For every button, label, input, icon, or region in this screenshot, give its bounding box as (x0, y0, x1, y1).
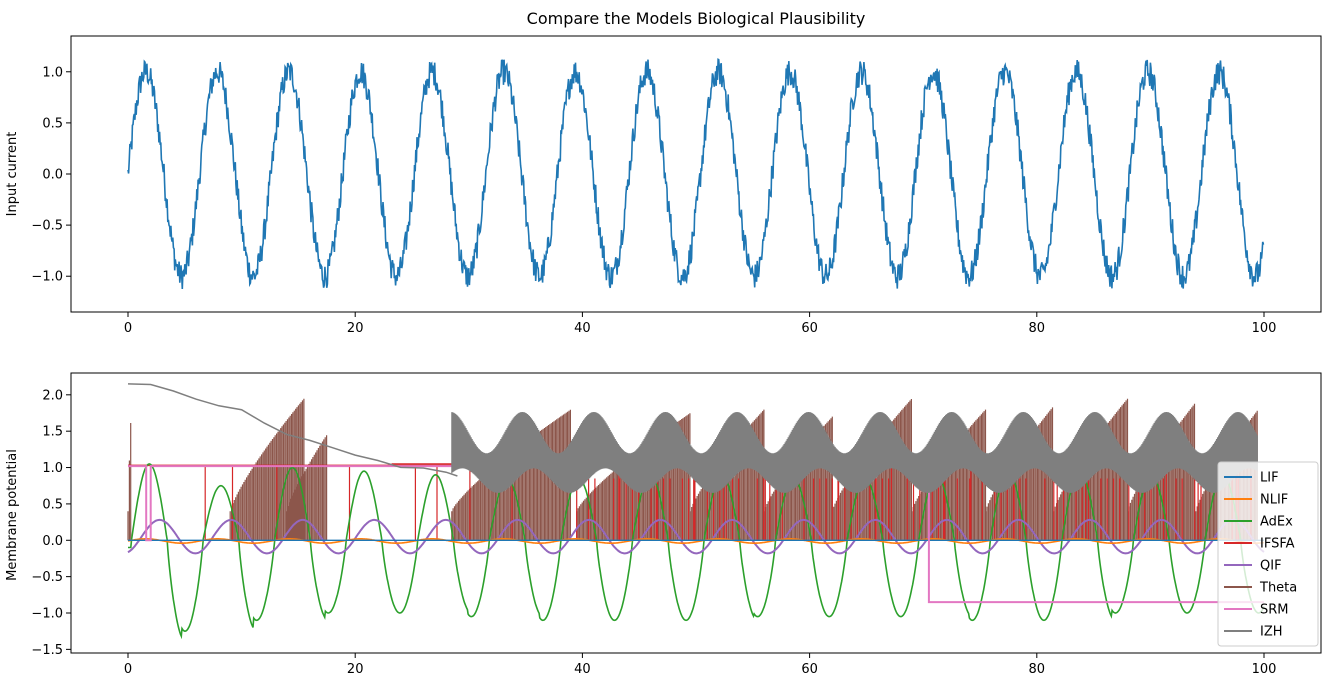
legend-label: Theta (1259, 581, 1297, 596)
bottom-x-tick-label: 20 (347, 662, 364, 677)
top-y-tick-label: −0.5 (31, 219, 63, 234)
legend-label: QIF (1260, 559, 1282, 574)
top-x-tick-label: 0 (124, 321, 132, 336)
top-x-tick-label: 40 (574, 321, 591, 336)
bottom-x-tick-label: 60 (801, 662, 818, 677)
bottom-y-ticks: −1.5 −1.0 −0.5 0.0 0.5 1.0 1.5 2.0 (31, 388, 71, 658)
bottom-y-tick-label: 2.0 (42, 388, 63, 403)
top-y-tick-label: 0.5 (42, 116, 63, 131)
izh-decay-line (127, 383, 458, 477)
top-y-tick-label: −1.0 (31, 270, 63, 285)
top-x-tick-label: 80 (1029, 321, 1046, 336)
bottom-y-tick-label: −0.5 (31, 570, 63, 585)
bottom-y-tick-label: 1.0 (42, 461, 63, 476)
bottom-x-tick-label: 0 (124, 662, 132, 677)
top-y-tick-label: 1.0 (42, 65, 63, 80)
bottom-x-tick-label: 80 (1029, 662, 1046, 677)
top-panel: 0 20 40 60 80 100 −1.0 −0.5 0.0 0.5 1.0 Input cur… (5, 35, 1322, 336)
top-x-tick-label: 100 (1252, 321, 1277, 336)
top-x-tick-label: 60 (801, 321, 818, 336)
bottom-y-tick-label: 1.5 (42, 425, 63, 440)
top-x-ticks: 0 20 40 60 80 100 (124, 312, 1277, 336)
legend-box (1217, 461, 1319, 647)
srm-line (128, 465, 1264, 604)
bottom-panel: 0 20 40 60 80 100 −1.5 −1.0 −0.5 0.0 0.5 1.0 1.5 2.0… (5, 372, 1322, 677)
bottom-y-axis-label: Membrane potential (5, 449, 20, 581)
legend: LIF NLIF AdEx IFSFA QIF Theta SRM IZH (1217, 461, 1319, 647)
chart-title: Compare the Models Biological Plausibili… (527, 9, 866, 28)
legend-label: LIF (1260, 471, 1279, 486)
top-y-ticks: −1.0 −0.5 0.0 0.5 1.0 (31, 65, 71, 285)
legend-label: IFSFA (1260, 537, 1295, 552)
top-x-tick-label: 20 (347, 321, 364, 336)
bottom-plot-frame (70, 372, 1322, 654)
top-y-axis-label: Input current (5, 132, 20, 217)
nlif-line (127, 538, 1265, 544)
top-plot-frame (70, 35, 1322, 313)
qif-line (127, 518, 1265, 555)
bottom-y-tick-label: −1.5 (31, 643, 63, 658)
legend-label: AdEx (1260, 515, 1293, 530)
top-y-tick-label: 0.0 (42, 168, 63, 183)
bottom-x-ticks: 0 20 40 60 80 100 (124, 653, 1277, 677)
legend-label: NLIF (1260, 493, 1288, 508)
legend-label: SRM (1260, 603, 1289, 618)
bottom-x-tick-label: 40 (574, 662, 591, 677)
input-current-series (127, 58, 1265, 290)
bottom-y-tick-label: 0.5 (42, 497, 63, 512)
input-current-line (127, 58, 1265, 290)
bottom-x-tick-label: 100 (1252, 662, 1277, 677)
bottom-y-tick-label: −1.0 (31, 607, 63, 622)
izh-line (451, 412, 1258, 493)
bottom-y-tick-label: 0.0 (42, 534, 63, 549)
legend-label: IZH (1260, 625, 1283, 640)
membrane-potential-series (127, 383, 1265, 640)
